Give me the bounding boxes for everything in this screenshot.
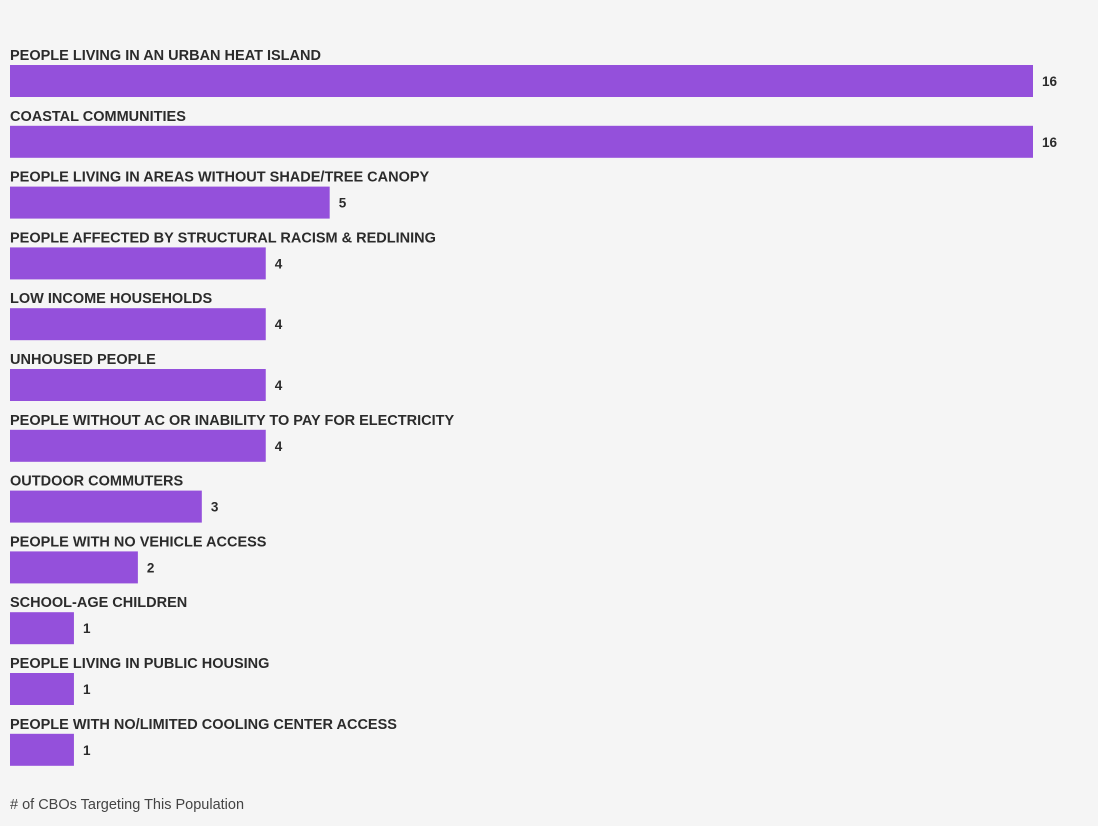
value-label: 1 (83, 621, 91, 636)
value-label: 16 (1042, 74, 1058, 89)
category-label: UNHOUSED PEOPLE (10, 352, 156, 368)
bar[interactable] (10, 125, 1033, 158)
bar[interactable] (10, 612, 74, 645)
value-label: 16 (1042, 135, 1058, 150)
category-label: PEOPLE AFFECTED BY STRUCTURAL RACISM & R… (10, 230, 436, 246)
bar[interactable] (10, 673, 74, 705)
bar[interactable] (10, 490, 202, 523)
category-label: COASTAL COMMUNITIES (10, 109, 186, 125)
category-label: PEOPLE LIVING IN AN URBAN HEAT ISLAND (10, 48, 321, 64)
bar[interactable] (10, 247, 266, 280)
value-label: 5 (339, 196, 347, 211)
category-label: PEOPLE WITHOUT AC OR INABILITY TO PAY FO… (10, 413, 454, 429)
bars-group: PEOPLE LIVING IN AN URBAN HEAT ISLAND 16 C… (10, 48, 1058, 766)
bar[interactable] (10, 551, 138, 584)
value-label: 4 (275, 439, 283, 454)
category-label: PEOPLE LIVING IN AREAS WITHOUT SHADE/TRE… (10, 170, 430, 186)
value-label: 4 (275, 317, 283, 332)
value-label: 4 (275, 378, 283, 393)
value-label: 1 (83, 682, 91, 697)
value-label: 4 (275, 256, 283, 271)
category-label: SCHOOL-AGE CHILDREN (10, 595, 187, 611)
category-label: OUTDOOR COMMUTERS (10, 474, 184, 490)
value-label: 3 (211, 500, 219, 515)
x-axis-label: # of CBOs Targeting This Population (10, 797, 244, 813)
value-label: 1 (83, 743, 91, 758)
category-label: PEOPLE WITH NO VEHICLE ACCESS (10, 534, 267, 550)
bar[interactable] (10, 308, 266, 341)
bar[interactable] (10, 65, 1033, 97)
category-label: LOW INCOME HOUSEHOLDS (10, 291, 213, 307)
value-label: 2 (147, 560, 155, 575)
bar[interactable] (10, 369, 266, 401)
bar[interactable] (10, 429, 266, 462)
bar[interactable] (10, 186, 330, 219)
category-label: PEOPLE WITH NO/LIMITED COOLING CENTER AC… (10, 717, 397, 733)
category-label: PEOPLE LIVING IN PUBLIC HOUSING (10, 656, 269, 672)
bar[interactable] (10, 733, 74, 766)
